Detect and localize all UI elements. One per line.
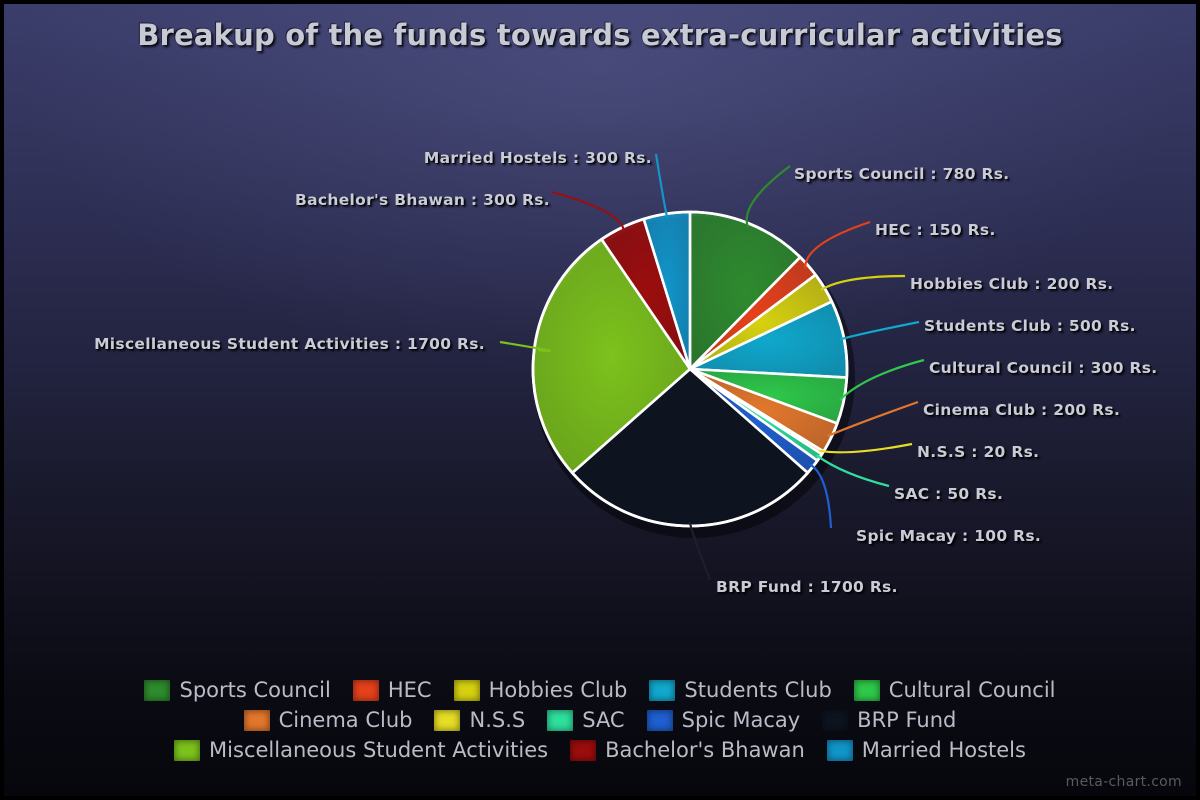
legend-label: BRP Fund [857,707,957,732]
legend-item[interactable]: Miscellaneous Student Activities [174,736,548,764]
chart-title: Breakup of the funds towards extra-curri… [137,18,1063,52]
pie-leader-line [499,340,551,353]
pie-leader-line [688,521,712,581]
legend-item[interactable]: N.S.S [434,706,525,734]
legend-label: Married Hostels [861,737,1026,762]
legend-item[interactable]: Students Club [649,676,832,704]
pie-leader-line [654,153,669,218]
legend-label: Sports Council [179,677,331,702]
pie-leader-line [819,442,913,454]
pie-leader-line [820,274,906,291]
pie-label-cinema-club: Cinema Club : 200 Rs. [923,401,1121,419]
legend-swatch [434,709,461,731]
pie-label-sac: SAC : 50 Rs. [894,485,1004,503]
legend-item[interactable]: BRP Fund [822,706,956,734]
legend-swatch [646,709,673,731]
legend-swatch [174,739,201,761]
pie-label-sports-council: Sports Council : 780 Rs. [794,165,1010,183]
legend-item[interactable]: Sports Council [144,676,331,704]
legend-item[interactable]: SAC [547,706,625,734]
pie-label-nss: N.S.S : 20 Rs. [917,443,1040,461]
legend-label: Bachelor's Bhawan [605,737,805,762]
pie-svg [499,153,925,581]
legend-swatch [649,679,676,701]
pie-leader-line [745,165,791,228]
pie-leader-line [815,454,890,488]
pie-label-bachelors-bhawan: Bachelor's Bhawan : 300 Rs. [295,191,550,209]
pie-label-spic-macay: Spic Macay : 100 Rs. [856,527,1042,545]
legend-label: SAC [582,707,625,732]
legend-item[interactable]: Married Hostels [826,736,1026,764]
pie-label-hobbies-club: Hobbies Club : 200 Rs. [910,275,1114,293]
legend-label: Cinema Club [278,707,413,732]
pie-chart [4,4,1200,664]
legend: Sports Council HEC Hobbies Club Students Cl… [4,676,1196,764]
legend-item[interactable]: HEC [352,676,432,704]
legend-swatch [144,679,171,701]
legend-swatch [570,739,597,761]
legend-item[interactable]: Cultural Council [853,676,1056,704]
pie-label-misc-student-activities: Miscellaneous Student Activities : 1700 … [94,335,485,353]
legend-swatch [243,709,270,731]
pie-leader-line [804,220,871,269]
pie-label-cultural-council: Cultural Council : 300 Rs. [929,359,1158,377]
legend-item[interactable]: Cinema Club [243,706,413,734]
pie-label-married-hostels: Married Hostels : 300 Rs. [423,149,652,167]
pie-leader-line [839,320,920,341]
pie-leader-line [551,190,625,232]
legend-item[interactable]: Hobbies Club [453,676,628,704]
legend-label: HEC [387,677,432,702]
legend-swatch [822,709,849,731]
legend-label: Spic Macay [681,707,801,732]
legend-swatch [853,679,880,701]
pie-leader-line [839,358,925,401]
pie-label-brp-fund: BRP Fund : 1700 Rs. [716,578,898,596]
legend-item[interactable]: Spic Macay [646,706,801,734]
legend-item[interactable]: Bachelor's Bhawan [570,736,805,764]
legend-swatch [453,679,480,701]
legend-label: Students Club [684,677,832,702]
pie-label-hec: HEC : 150 Rs. [875,221,996,239]
legend-label: Miscellaneous Student Activities [209,737,549,762]
legend-label: Hobbies Club [488,677,628,702]
legend-swatch [826,739,853,761]
legend-swatch [547,709,574,731]
watermark: meta-chart.com [1065,774,1182,790]
legend-swatch [352,679,379,701]
pie-leader-line [809,463,833,529]
pie-leader-line [827,400,919,438]
legend-label: N.S.S [469,707,526,732]
pie-label-students-club: Students Club : 500 Rs. [924,317,1136,335]
legend-label: Cultural Council [888,677,1056,702]
